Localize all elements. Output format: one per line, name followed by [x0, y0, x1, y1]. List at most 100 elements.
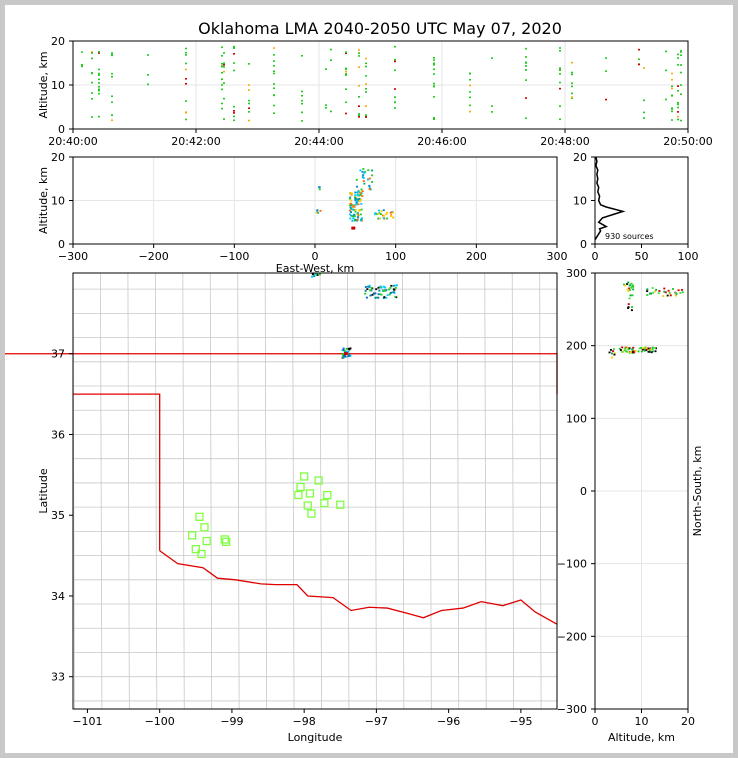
- ns-source-mark: [618, 347, 621, 350]
- ew-source-mark: [355, 203, 358, 206]
- time-source-mark: [111, 119, 113, 122]
- ew-source-mark: [352, 217, 355, 220]
- ew-source-mark: [354, 195, 357, 198]
- hist-x-tick-label: 100: [678, 250, 699, 263]
- ns-source-mark: [628, 289, 631, 292]
- ns-source-mark: [627, 303, 630, 306]
- lma-station-marker: [221, 537, 231, 547]
- plan-x-tick-label: −100: [145, 715, 175, 728]
- time-source-mark: [559, 81, 561, 84]
- ns-source-mark: [646, 294, 649, 296]
- plan-axes-frame: [72, 272, 558, 710]
- ew-source-mark: [352, 215, 355, 218]
- ns-source-mark: [632, 346, 635, 349]
- ew-source-mark: [353, 215, 356, 218]
- ns-source-mark: [650, 292, 653, 295]
- time-source-mark: [91, 72, 93, 74]
- ew-source-mark: [353, 213, 356, 216]
- plan-source-mark: [390, 291, 393, 294]
- ew-source-mark: [359, 169, 362, 172]
- ns-source-mark: [646, 347, 649, 350]
- ew-source-mark: [362, 174, 365, 176]
- time-source-mark: [345, 70, 347, 73]
- ns-y-tick-label: 200: [566, 340, 587, 353]
- ew-source-mark: [374, 212, 377, 214]
- time-source-mark: [433, 64, 435, 66]
- time-source-mark: [559, 118, 561, 121]
- ew-source-mark: [368, 188, 371, 190]
- time-source-mark: [147, 83, 149, 86]
- ew-x-tick-label: 100: [385, 250, 406, 263]
- time-source-mark: [98, 89, 100, 92]
- plan-source-mark: [377, 293, 380, 296]
- ew-source-mark: [389, 211, 392, 214]
- ew-x-axis-label: East-West, km: [276, 262, 354, 275]
- time-source-mark: [469, 84, 471, 87]
- ew-source-mark: [350, 199, 353, 202]
- time-source-mark: [677, 111, 679, 113]
- ew-source-mark: [386, 217, 389, 220]
- time-source-mark: [223, 70, 225, 73]
- time-source-mark: [330, 110, 332, 113]
- time-source-mark: [677, 103, 679, 106]
- time-source-mark: [98, 68, 100, 71]
- time-source-mark: [433, 85, 435, 88]
- county-line: [292, 272, 295, 710]
- time-source-mark: [330, 59, 332, 62]
- time-source-mark: [491, 57, 493, 59]
- ew-source-mark: [358, 209, 361, 211]
- lma-station-marker: [188, 531, 197, 540]
- ns-source-mark: [674, 292, 677, 294]
- time-source-mark: [433, 59, 435, 61]
- plan-source-mark: [374, 296, 377, 299]
- ns-y-tick-label: −300: [557, 703, 587, 716]
- time-source-mark: [98, 72, 100, 75]
- time-source-mark: [525, 62, 527, 64]
- ew-source-mark: [354, 210, 357, 213]
- hist-x-tick-label: 50: [635, 250, 649, 263]
- plan-source-mark: [385, 296, 388, 299]
- time-source-mark: [248, 99, 250, 102]
- time-source-mark: [680, 71, 682, 74]
- plan-source-mark: [389, 286, 392, 289]
- plan-source-mark: [371, 293, 374, 296]
- time-source-mark: [345, 67, 347, 70]
- ew-source-mark: [363, 172, 366, 174]
- ew-source-mark: [377, 217, 380, 220]
- time-source-mark: [233, 115, 235, 118]
- plan-source-mark: [348, 354, 351, 357]
- ew-source-mark: [392, 211, 395, 214]
- data-layer: [81, 45, 684, 559]
- time-source-mark: [223, 66, 225, 68]
- time-source-mark: [469, 78, 471, 81]
- time-source-mark: [98, 52, 100, 54]
- ew-source-mark: [317, 211, 320, 214]
- time-source-mark: [358, 114, 360, 117]
- plan-y-tick-label: 34: [51, 590, 65, 603]
- ew-source-mark: [354, 209, 357, 211]
- plan-source-mark: [343, 354, 346, 357]
- time-source-mark: [677, 101, 679, 104]
- plan-source-mark: [372, 292, 375, 295]
- ns-y-tick-label: 100: [566, 412, 587, 425]
- time-source-mark: [91, 97, 93, 100]
- plan-source-mark: [383, 289, 386, 292]
- time-source-mark: [365, 83, 367, 85]
- lma-station-marker: [320, 498, 329, 508]
- ew-source-mark: [316, 209, 319, 212]
- plan-source-mark: [341, 353, 344, 355]
- time-y-axis-label: Altitude, km: [37, 51, 50, 118]
- lma-station-marker: [191, 544, 200, 554]
- time-source-mark: [525, 56, 527, 58]
- time-source-mark: [365, 105, 367, 107]
- hist-axes-frame: [594, 156, 689, 245]
- time-source-mark: [680, 84, 682, 86]
- ns-x-axis-label: Altitude, km: [608, 731, 675, 744]
- state-border-panhandle: [73, 393, 161, 551]
- ew-source-mark: [351, 219, 354, 222]
- ew-source-mark: [349, 206, 352, 209]
- time-source-mark: [671, 72, 673, 75]
- plan-source-mark: [374, 292, 377, 295]
- time-source-mark: [98, 88, 100, 91]
- plan-source-mark: [311, 273, 314, 276]
